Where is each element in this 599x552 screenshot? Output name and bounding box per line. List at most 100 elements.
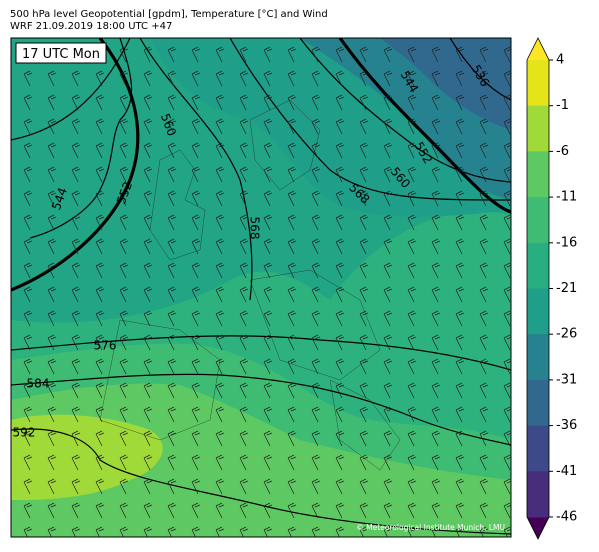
wind-barb	[287, 430, 297, 447]
wind-barb	[359, 478, 369, 495]
wind-barb	[143, 238, 153, 255]
wind-barb	[383, 94, 393, 111]
wind-barb	[335, 358, 345, 375]
wind-barb	[71, 286, 81, 303]
wind-barb	[167, 238, 177, 255]
subtitle: WRF 21.09.2019 18:00 UTC +47	[10, 21, 172, 32]
wind-barb	[119, 262, 129, 279]
wind-barb	[335, 526, 345, 537]
wind-barb	[167, 430, 177, 447]
wind-barb	[503, 118, 511, 135]
wind-barb	[263, 526, 273, 537]
wind-barb	[239, 358, 249, 375]
wind-barb	[143, 358, 153, 375]
wind-barb	[431, 358, 441, 375]
wind-barb	[503, 406, 511, 423]
wind-barb	[167, 286, 177, 303]
wind-barb	[263, 70, 273, 87]
wind-barb	[23, 118, 33, 135]
wind-barb	[431, 190, 441, 207]
wind-barb	[479, 358, 489, 375]
wind-barb	[143, 382, 153, 399]
wind-barb	[95, 238, 105, 255]
wind-barb	[215, 310, 225, 327]
wind-barb	[95, 358, 105, 375]
wind-barb	[191, 382, 201, 399]
wind-barb	[191, 262, 201, 279]
wind-barb	[287, 262, 297, 279]
wind-barb	[407, 118, 417, 135]
wind-barb	[335, 214, 345, 231]
wind-barb	[215, 142, 225, 159]
wind-barb	[263, 262, 273, 279]
wind-barb	[71, 358, 81, 375]
wind-barb	[23, 478, 33, 495]
wind-barb	[167, 46, 177, 63]
colorbar-band	[527, 60, 549, 107]
wind-barb	[47, 454, 57, 471]
wind-barb	[23, 262, 33, 279]
wind-barb	[71, 118, 81, 135]
wind-barb	[71, 406, 81, 423]
contour-label: 592	[13, 426, 36, 440]
wind-barb	[239, 430, 249, 447]
wind-barb	[167, 94, 177, 111]
wind-barb	[479, 286, 489, 303]
colorbar-tick-label: -46	[556, 510, 577, 525]
wind-barb	[47, 166, 57, 183]
wind-barb	[407, 478, 417, 495]
wind-barb	[455, 262, 465, 279]
wind-barb	[455, 526, 465, 537]
wind-barb	[383, 142, 393, 159]
wind-barb	[191, 118, 201, 135]
wind-barb	[383, 238, 393, 255]
wind-barb	[311, 454, 321, 471]
wind-barb	[359, 262, 369, 279]
wind-barb	[431, 46, 441, 63]
wind-barb	[263, 334, 273, 351]
wind-barb	[263, 286, 273, 303]
wind-barb	[119, 70, 129, 87]
wind-barb	[215, 382, 225, 399]
wind-barb	[431, 406, 441, 423]
wind-barb	[239, 526, 249, 537]
wind-barb	[479, 238, 489, 255]
wind-barb	[503, 334, 511, 351]
wind-barb	[311, 502, 321, 519]
wind-barb	[263, 94, 273, 111]
credit: © Meteorological Institute Munich, LMU	[356, 523, 505, 532]
wind-barb	[383, 382, 393, 399]
wind-barb	[287, 334, 297, 351]
wind-barb	[71, 430, 81, 447]
wind-barb	[335, 454, 345, 471]
wind-barb	[239, 310, 249, 327]
wind-barb	[503, 478, 511, 495]
colorbar: 4 -1 -6 -11 -16 -21 -26 -31 -36 -41 -46	[526, 37, 577, 540]
wind-barb	[47, 118, 57, 135]
colorbar-tick-label: 4	[556, 53, 564, 68]
wind-barb	[359, 166, 369, 183]
wind-barb	[215, 334, 225, 351]
colorbar-band	[527, 425, 549, 472]
wind-barb	[359, 214, 369, 231]
wind-barb	[239, 190, 249, 207]
wind-barb	[287, 190, 297, 207]
wind-barb	[143, 406, 153, 423]
wind-barb	[71, 382, 81, 399]
wind-barb	[431, 478, 441, 495]
wind-barb	[263, 238, 273, 255]
wind-barb	[23, 358, 33, 375]
colorbar-band	[527, 288, 549, 335]
wind-barb	[143, 430, 153, 447]
wind-barb	[239, 334, 249, 351]
time-label: 17 UTC Mon	[22, 47, 100, 62]
wind-barb	[167, 166, 177, 183]
wind-barb	[143, 526, 153, 537]
wind-barb	[191, 46, 201, 63]
wind-barb	[167, 214, 177, 231]
wind-barb	[287, 526, 297, 537]
wind-barb	[455, 310, 465, 327]
wind-barb	[359, 502, 369, 519]
wind-barb	[431, 430, 441, 447]
wind-barb	[383, 526, 393, 537]
